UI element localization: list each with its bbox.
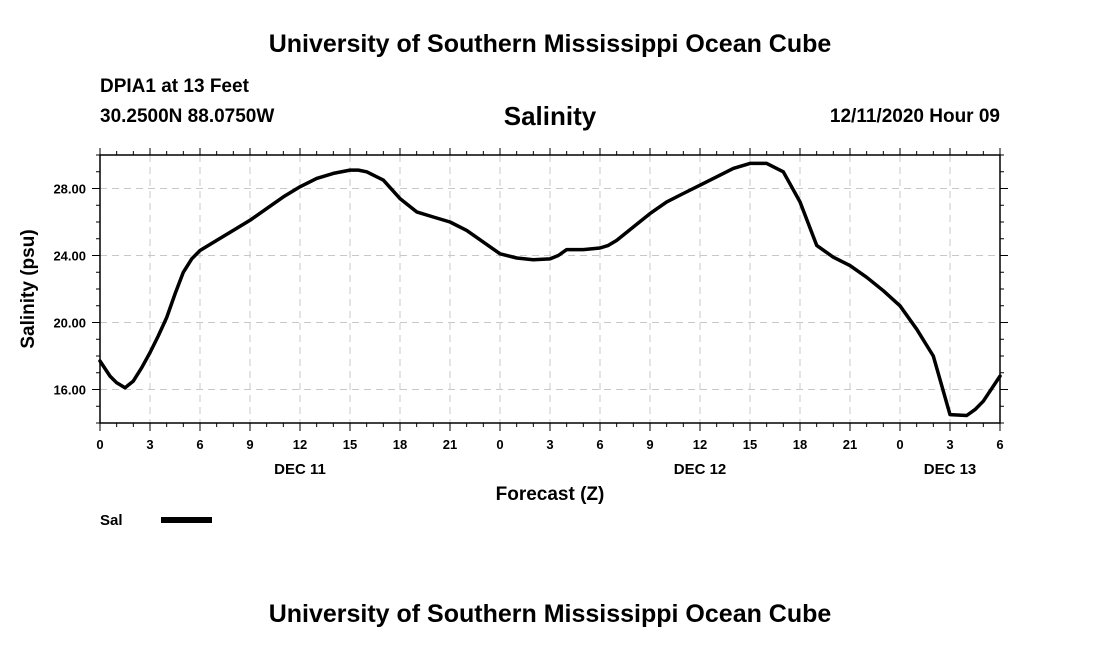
x-tick-label: 9 xyxy=(246,437,253,452)
station-name: DPIA1 at 13 Feet xyxy=(100,76,249,97)
x-tick-label: 9 xyxy=(646,437,653,452)
y-tick-label: 16.00 xyxy=(53,383,86,398)
x-axis-label: Forecast (Z) xyxy=(496,484,605,505)
chart-ticks xyxy=(92,148,1008,431)
x-tick-label: 21 xyxy=(443,437,457,452)
x-tick-label: 3 xyxy=(546,437,553,452)
header-title: University of Southern Mississippi Ocean… xyxy=(268,30,832,58)
x-tick-label: 6 xyxy=(996,437,1003,452)
y-tick-label: 28.00 xyxy=(53,182,86,197)
x-tick-label: 6 xyxy=(196,437,203,452)
y-axis-label: Salinity (psu) xyxy=(18,229,39,348)
x-tick-label: 18 xyxy=(793,437,807,452)
x-tick-label: 18 xyxy=(393,437,407,452)
legend-label: Sal xyxy=(100,512,123,529)
x-tick-label: 12 xyxy=(293,437,307,452)
x-tick-label: 21 xyxy=(843,437,857,452)
chart-title: Salinity xyxy=(503,101,597,131)
footer-title: University of Southern Mississippi Ocean… xyxy=(268,600,832,628)
chart-labels: 0 3 6 9 12 15 18 21 0 3 6 9 12 15 18 21 0 3 6 DEC 11 DEC 12 D… xyxy=(53,182,1003,479)
x-tick-label: 3 xyxy=(146,437,153,452)
x-tick-label: 0 xyxy=(496,437,503,452)
x-tick-label: 3 xyxy=(946,437,953,452)
forecast-datetime: 12/11/2020 Hour 09 xyxy=(829,106,1000,127)
x-tick-label: 6 xyxy=(596,437,603,452)
x-tick-label: 15 xyxy=(343,437,357,452)
date-label: DEC 13 xyxy=(924,461,977,478)
station-coordinates: 30.2500N 88.0750W xyxy=(100,106,275,127)
chart-series xyxy=(98,161,1002,418)
x-tick-label: 0 xyxy=(96,437,103,452)
y-tick-label: 24.00 xyxy=(53,249,86,264)
date-label: DEC 12 xyxy=(674,461,727,478)
date-label: DEC 11 xyxy=(274,461,326,478)
chart-grid xyxy=(100,155,1000,423)
x-tick-label: 15 xyxy=(743,437,757,452)
y-tick-label: 20.00 xyxy=(53,316,86,331)
salinity-series-line xyxy=(98,161,1002,418)
x-tick-label: 0 xyxy=(896,437,903,452)
x-tick-label: 12 xyxy=(693,437,707,452)
